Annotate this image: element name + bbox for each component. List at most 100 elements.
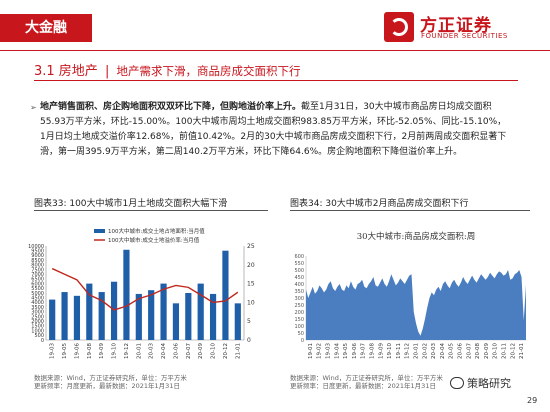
wechat-watermark: 策略研究 (450, 375, 511, 391)
x-tick-label: 19-11 (396, 343, 402, 359)
x-tick-label: 21-01 (519, 343, 525, 359)
page-number: 29 (527, 396, 538, 405)
left-y-tick-label: 500 (34, 333, 44, 339)
section-number-title: 3.1 房地产 (34, 64, 98, 79)
right-y-tick-label: 0 (247, 337, 251, 344)
land-area-bar (197, 283, 204, 340)
right-y-tick-label: 5 (247, 318, 251, 325)
land-area-bar (172, 303, 180, 340)
section-separator: | (104, 64, 110, 79)
left-y-tick-label: 10000 (28, 244, 44, 250)
left-figure-title: 图表33: 100大中城市1月土地成交面积大幅下滑 (34, 199, 228, 209)
left-y-tick-label: 6500 (31, 277, 44, 283)
left-y-tick-label: 2500 (31, 314, 44, 320)
left-y-tick-label: 3000 (31, 310, 44, 316)
x-tick-label: 20-03 (149, 343, 155, 359)
land-area-bar (73, 295, 81, 340)
x-tick-label: 21-01 (235, 343, 241, 359)
left-y-tick-label: 7000 (31, 272, 44, 278)
x-tick-label: 20-12 (223, 343, 229, 359)
left-source-line-1: 数据来源：Wind，方正证券研究所，单位：万平方米 (34, 374, 187, 382)
logo-subtext: FOUNDER SECURITIES (421, 32, 508, 40)
right-y-tick-label: 20 (247, 262, 255, 269)
chart-inner-title: 30大中城市:商品房成交面积:周 (357, 231, 476, 242)
y-tick-label: 0 (301, 338, 304, 344)
logo-icon (384, 12, 414, 42)
x-tick-label: 19-09 (378, 343, 384, 359)
y-tick-label: 600 (294, 254, 304, 260)
y-tick-label: 450 (294, 275, 304, 281)
land-area-bar (135, 293, 142, 340)
left-y-tick-label: 2000 (31, 319, 44, 325)
x-tick-label: 20-04 (440, 343, 446, 359)
section-tag: 大金融 (0, 14, 92, 42)
right-y-tick-label: 10 (247, 299, 255, 306)
left-y-tick-label: 1500 (31, 324, 44, 330)
x-tick-label: 19-06 (74, 343, 80, 359)
x-tick-label: 20-07 (186, 343, 192, 359)
x-tick-label: 19-04 (334, 343, 340, 359)
x-tick-label: 19-06 (352, 343, 358, 359)
legend-bar-label: 100大中城市:成交土地占地面积:当月值 (108, 227, 205, 235)
legend-bar-swatch (94, 229, 105, 233)
land-area-bar (160, 283, 167, 340)
x-tick-label: 20-07 (466, 343, 472, 359)
left-y-tick-label: 3500 (31, 305, 44, 311)
land-area-bar (123, 249, 130, 340)
x-tick-label: 20-09 (484, 343, 490, 359)
land-area-bar (110, 281, 118, 340)
left-y-tick-label: 5500 (31, 286, 44, 292)
summary-paragraph: ➢ 地产销售面积、房企购地面积双双环比下降，但购地溢价率上升。截至1月31日，3… (30, 100, 510, 160)
paragraph-body: 截至1月31日，30大中城市商品房日均成交面积55.93万平方米，环比-15.0… (40, 102, 507, 157)
x-tick-label: 19-08 (370, 343, 376, 359)
x-tick-label: 19-03 (50, 343, 56, 359)
land-area-bar (49, 299, 56, 340)
x-tick-label: 19-01 (308, 343, 314, 359)
y-tick-label: 400 (294, 282, 304, 288)
left-y-tick-label: 9000 (31, 253, 44, 259)
land-area-bar (234, 303, 241, 340)
bullet-arrow-icon: ➢ (30, 103, 37, 112)
left-y-tick-label: 8000 (31, 263, 44, 269)
x-tick-label: 19-07 (361, 343, 367, 359)
land-area-bar (148, 290, 155, 340)
watermark-text: 策略研究 (467, 377, 511, 390)
x-tick-label: 19-09 (99, 343, 105, 359)
premium-rate-line (51, 267, 239, 311)
paragraph-lead: 地产销售面积、房企购地面积双双环比下降，但购地溢价率上升。 (40, 102, 302, 112)
legend-line-label: 100大中城市:成交土地溢价率:当月值 (108, 236, 200, 244)
x-tick-label: 20-05 (449, 343, 455, 359)
x-tick-label: 20-03 (431, 343, 437, 359)
x-tick-label: 20-01 (414, 343, 420, 359)
right-figure-title: 图表34: 30大中城市2月商品房成交面积下行 (290, 199, 469, 209)
weekly-volume-area (306, 270, 526, 340)
x-tick-label: 20-06 (173, 343, 179, 359)
y-tick-label: 300 (294, 296, 304, 302)
right-figure-source: 数据来源：Wind，方正证券研究所，单位：万平方米 更新频率：日度更新，最新数据… (290, 374, 443, 390)
x-tick-label: 20-01 (136, 343, 142, 359)
housing-volume-chart: 30大中城市:商品房成交面积:周 050100150200250300350400… (294, 231, 526, 359)
logo-text: 方正证券 (420, 16, 492, 36)
left-y-tick-label: 1000 (31, 328, 44, 334)
x-tick-label: 19-03 (326, 343, 332, 359)
x-tick-label: 20-10 (211, 343, 217, 359)
land-area-bar (98, 292, 105, 340)
x-tick-label: 20-04 (161, 343, 167, 359)
land-area-bar (61, 292, 68, 340)
right-y-tick-label: 25 (247, 243, 255, 250)
left-source-line-2: 更新频率：月度更新，最新数据：2021年1月31日 (34, 382, 180, 390)
left-y-tick-label: 8500 (31, 258, 44, 264)
x-tick-label: 20-11 (502, 343, 508, 359)
right-source-line-1: 数据来源：Wind，方正证券研究所，单位：万平方米 (290, 374, 443, 382)
left-figure-rule (34, 210, 268, 211)
section-heading: 3.1 房地产 | 地产需求下滑，商品房成交面积下行 (34, 60, 300, 79)
left-y-tick-label: 5000 (31, 291, 44, 297)
land-area-bar (185, 293, 192, 340)
x-tick-label: 20-12 (510, 343, 516, 359)
y-tick-label: 550 (294, 261, 304, 267)
section-divider (34, 80, 518, 81)
top-bar: 大金融 方正证券 FOUNDER SECURITIES (0, 0, 550, 48)
x-tick-label: 19-12 (124, 343, 130, 359)
left-y-tick-label: 4000 (31, 300, 44, 306)
